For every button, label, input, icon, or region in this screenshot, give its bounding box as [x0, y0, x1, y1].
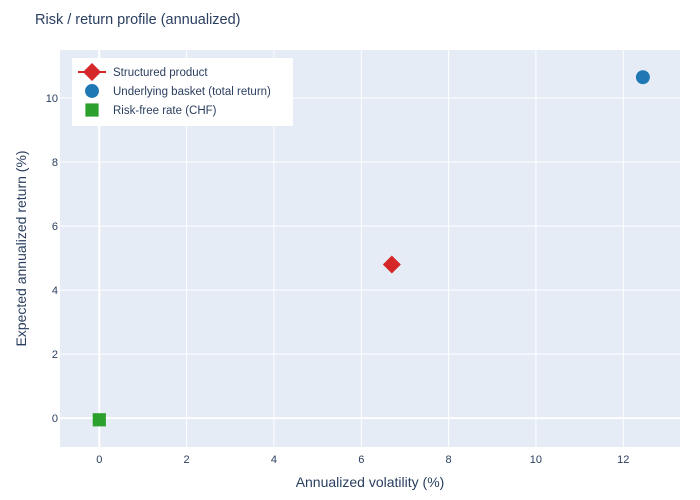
legend-square-swatch: [85, 103, 99, 117]
y-tick-label: 2: [52, 349, 58, 361]
diamond-data-point[interactable]: [382, 255, 401, 274]
legend-label: Underlying basket (total return): [113, 86, 271, 98]
y-tick-label: 6: [52, 221, 58, 233]
y-axis-title: Expected annualized return (%): [13, 150, 29, 346]
legend-item[interactable]: Underlying basket (total return): [85, 84, 271, 98]
y-tick-label: 10: [46, 93, 58, 105]
chart-title: Risk / return profile (annualized): [35, 12, 241, 28]
legend-item[interactable]: Structured product: [78, 63, 208, 81]
y-tick-label: 8: [52, 157, 58, 169]
legend[interactable]: Structured product Underlying basket (tot…: [72, 58, 293, 126]
x-tick-label: 12: [617, 454, 629, 466]
x-tick-label: 4: [271, 454, 277, 466]
x-tick-label: 6: [358, 454, 364, 466]
x-tick-labels: 0 2 4 6 8 10 12: [96, 454, 629, 466]
y-tick-label: 0: [52, 413, 58, 425]
square-data-point[interactable]: [92, 413, 106, 427]
x-tick-label: 10: [530, 454, 542, 466]
y-tick-label: 4: [52, 285, 58, 297]
data-points: [92, 70, 650, 427]
x-tick-label: 2: [184, 454, 190, 466]
legend-label: Structured product: [113, 67, 208, 79]
x-axis-title: Annualized volatility (%): [296, 474, 445, 490]
y-tick-labels: 0 2 4 6 8 10: [46, 93, 58, 425]
x-tick-label: 8: [446, 454, 452, 466]
x-tick-label: 0: [96, 454, 102, 466]
circle-data-point[interactable]: [635, 70, 650, 85]
legend-box: [72, 58, 293, 126]
legend-item[interactable]: Risk-free rate (CHF): [85, 103, 217, 117]
legend-label: Risk-free rate (CHF): [113, 105, 217, 117]
legend-diamond-swatch: [83, 63, 101, 81]
legend-circle-swatch: [85, 84, 99, 98]
